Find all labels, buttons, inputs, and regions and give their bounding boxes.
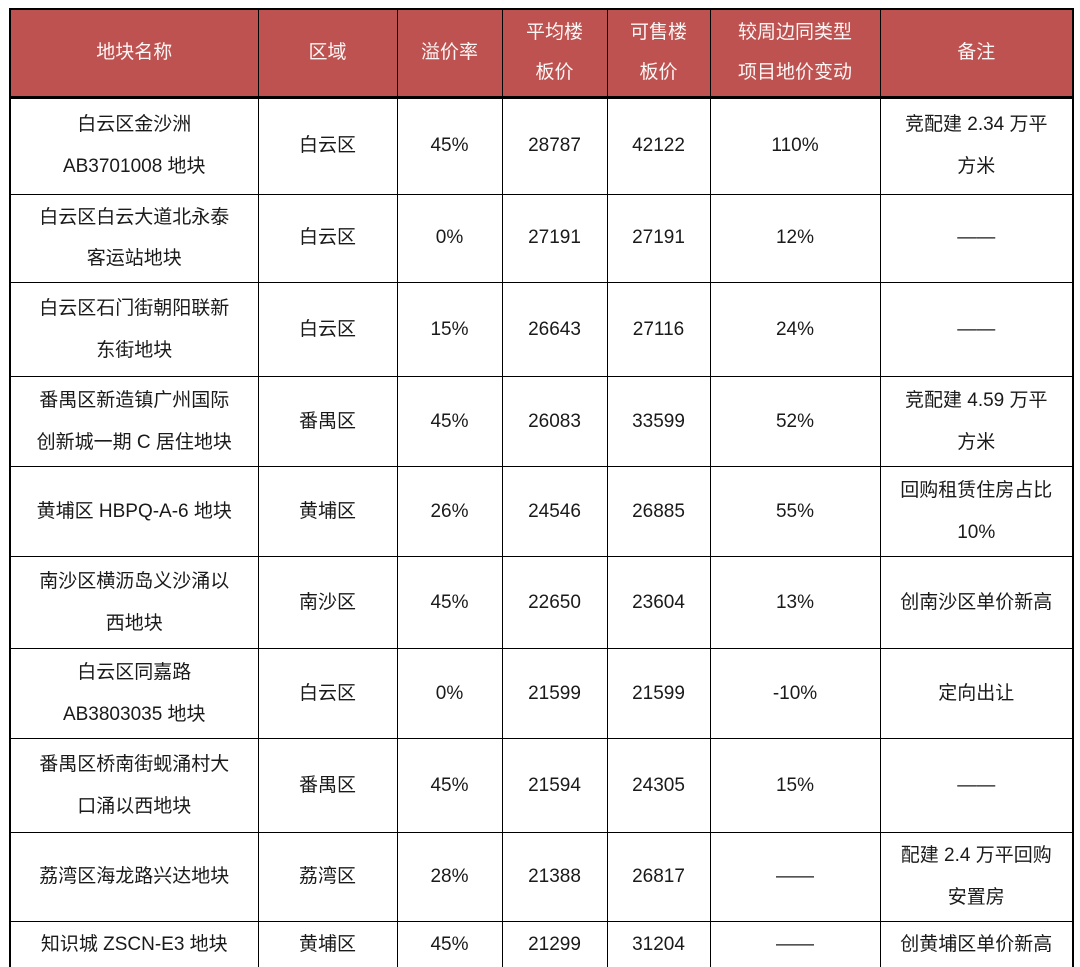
cell-district: 白云区 xyxy=(257,96,398,195)
cell-note: —— xyxy=(879,193,1074,284)
cell-change-vs-nearby: 13% xyxy=(709,556,881,650)
header-cell-sellable-floor-price: 可售楼 板价 xyxy=(606,8,711,99)
cell-note: —— xyxy=(879,282,1074,378)
cell-sellable-floor-price: 26817 xyxy=(606,832,711,922)
header-cell-note: 备注 xyxy=(879,8,1074,99)
cell-change-vs-nearby: —— xyxy=(709,920,881,967)
cell-district: 白云区 xyxy=(257,193,398,284)
cell-district: 番禺区 xyxy=(257,376,398,468)
land-parcel-table: 地块名称 区域 溢价率 平均楼 板价 可售楼 板价 较周边同类型 项目地价变动 备注 白云区… xyxy=(9,8,1074,967)
cell-parcel-name: 白云区石门街朝阳联新 东街地块 xyxy=(9,282,259,378)
table-row: 南沙区横沥岛义沙涌以 西地块 南沙区 45% 22650 23604 13% 创南沙区单价新… xyxy=(9,556,1074,650)
cell-premium-rate: 45% xyxy=(396,738,503,834)
cell-parcel-name: 南沙区横沥岛义沙涌以 西地块 xyxy=(9,556,259,650)
cell-avg-floor-price: 26643 xyxy=(501,282,608,378)
cell-avg-floor-price: 27191 xyxy=(501,193,608,284)
cell-avg-floor-price: 21388 xyxy=(501,832,608,922)
cell-sellable-floor-price: 31204 xyxy=(606,920,711,967)
cell-sellable-floor-price: 23604 xyxy=(606,556,711,650)
cell-change-vs-nearby: 24% xyxy=(709,282,881,378)
cell-note: 竞配建 2.34 万平 方米 xyxy=(879,96,1074,195)
cell-premium-rate: 0% xyxy=(396,648,503,740)
cell-district: 荔湾区 xyxy=(257,832,398,922)
cell-change-vs-nearby: -10% xyxy=(709,648,881,740)
cell-premium-rate: 45% xyxy=(396,556,503,650)
table-header-row: 地块名称 区域 溢价率 平均楼 板价 可售楼 板价 较周边同类型 项目地价变动 备注 xyxy=(9,8,1074,99)
cell-note: 创黄埔区单价新高 xyxy=(879,920,1074,967)
cell-premium-rate: 0% xyxy=(396,193,503,284)
cell-parcel-name: 荔湾区海龙路兴达地块 xyxy=(9,832,259,922)
cell-district: 黄埔区 xyxy=(257,920,398,967)
cell-parcel-name: 白云区金沙洲 AB3701008 地块 xyxy=(9,96,259,195)
cell-parcel-name: 黄埔区 HBPQ-A-6 地块 xyxy=(9,466,259,558)
cell-premium-rate: 45% xyxy=(396,376,503,468)
cell-premium-rate: 45% xyxy=(396,96,503,195)
header-cell-district: 区域 xyxy=(257,8,398,99)
cell-premium-rate: 45% xyxy=(396,920,503,967)
cell-avg-floor-price: 21594 xyxy=(501,738,608,834)
cell-sellable-floor-price: 27191 xyxy=(606,193,711,284)
cell-avg-floor-price: 22650 xyxy=(501,556,608,650)
header-cell-premium-rate: 溢价率 xyxy=(396,8,503,99)
cell-premium-rate: 28% xyxy=(396,832,503,922)
cell-note: 竞配建 4.59 万平 方米 xyxy=(879,376,1074,468)
cell-district: 南沙区 xyxy=(257,556,398,650)
cell-district: 番禺区 xyxy=(257,738,398,834)
cell-premium-rate: 15% xyxy=(396,282,503,378)
cell-district: 黄埔区 xyxy=(257,466,398,558)
table-row: 白云区金沙洲 AB3701008 地块 白云区 45% 28787 42122 110% 竞… xyxy=(9,96,1074,195)
header-cell-parcel-name: 地块名称 xyxy=(9,8,259,99)
cell-sellable-floor-price: 21599 xyxy=(606,648,711,740)
cell-note: —— xyxy=(879,738,1074,834)
cell-avg-floor-price: 26083 xyxy=(501,376,608,468)
cell-change-vs-nearby: 110% xyxy=(709,96,881,195)
cell-sellable-floor-price: 27116 xyxy=(606,282,711,378)
cell-parcel-name: 白云区同嘉路 AB3803035 地块 xyxy=(9,648,259,740)
cell-district: 白云区 xyxy=(257,648,398,740)
cell-change-vs-nearby: 52% xyxy=(709,376,881,468)
cell-avg-floor-price: 21299 xyxy=(501,920,608,967)
cell-parcel-name: 番禺区新造镇广州国际 创新城一期 C 居住地块 xyxy=(9,376,259,468)
cell-sellable-floor-price: 33599 xyxy=(606,376,711,468)
table-row: 白云区白云大道北永泰 客运站地块 白云区 0% 27191 27191 12% —— xyxy=(9,193,1074,284)
cell-avg-floor-price: 24546 xyxy=(501,466,608,558)
cell-district: 白云区 xyxy=(257,282,398,378)
cell-note: 回购租赁住房占比 10% xyxy=(879,466,1074,558)
table-row: 荔湾区海龙路兴达地块 荔湾区 28% 21388 26817 —— 配建 2.4 万平回购 … xyxy=(9,832,1074,922)
cell-sellable-floor-price: 42122 xyxy=(606,96,711,195)
cell-note: 创南沙区单价新高 xyxy=(879,556,1074,650)
table-row: 白云区石门街朝阳联新 东街地块 白云区 15% 26643 27116 24% —— xyxy=(9,282,1074,378)
cell-avg-floor-price: 21599 xyxy=(501,648,608,740)
cell-avg-floor-price: 28787 xyxy=(501,96,608,195)
cell-change-vs-nearby: 15% xyxy=(709,738,881,834)
cell-premium-rate: 26% xyxy=(396,466,503,558)
cell-note: 配建 2.4 万平回购 安置房 xyxy=(879,832,1074,922)
header-cell-change-vs-nearby: 较周边同类型 项目地价变动 xyxy=(709,8,881,99)
header-cell-avg-floor-price: 平均楼 板价 xyxy=(501,8,608,99)
cell-change-vs-nearby: 12% xyxy=(709,193,881,284)
cell-sellable-floor-price: 24305 xyxy=(606,738,711,834)
cell-parcel-name: 白云区白云大道北永泰 客运站地块 xyxy=(9,193,259,284)
table-row: 知识城 ZSCN-E3 地块 黄埔区 45% 21299 31204 —— 创黄埔区单价新高 xyxy=(9,920,1074,967)
cell-change-vs-nearby: —— xyxy=(709,832,881,922)
cell-parcel-name: 知识城 ZSCN-E3 地块 xyxy=(9,920,259,967)
cell-change-vs-nearby: 55% xyxy=(709,466,881,558)
table-row: 番禺区新造镇广州国际 创新城一期 C 居住地块 番禺区 45% 26083 33599 5… xyxy=(9,376,1074,468)
cell-parcel-name: 番禺区桥南街蚬涌村大 口涌以西地块 xyxy=(9,738,259,834)
table-row: 白云区同嘉路 AB3803035 地块 白云区 0% 21599 21599 -10% 定向… xyxy=(9,648,1074,740)
table-row: 番禺区桥南街蚬涌村大 口涌以西地块 番禺区 45% 21594 24305 15% —— xyxy=(9,738,1074,834)
table-row: 黄埔区 HBPQ-A-6 地块 黄埔区 26% 24546 26885 55% 回购租赁住房… xyxy=(9,466,1074,558)
cell-sellable-floor-price: 26885 xyxy=(606,466,711,558)
cell-note: 定向出让 xyxy=(879,648,1074,740)
